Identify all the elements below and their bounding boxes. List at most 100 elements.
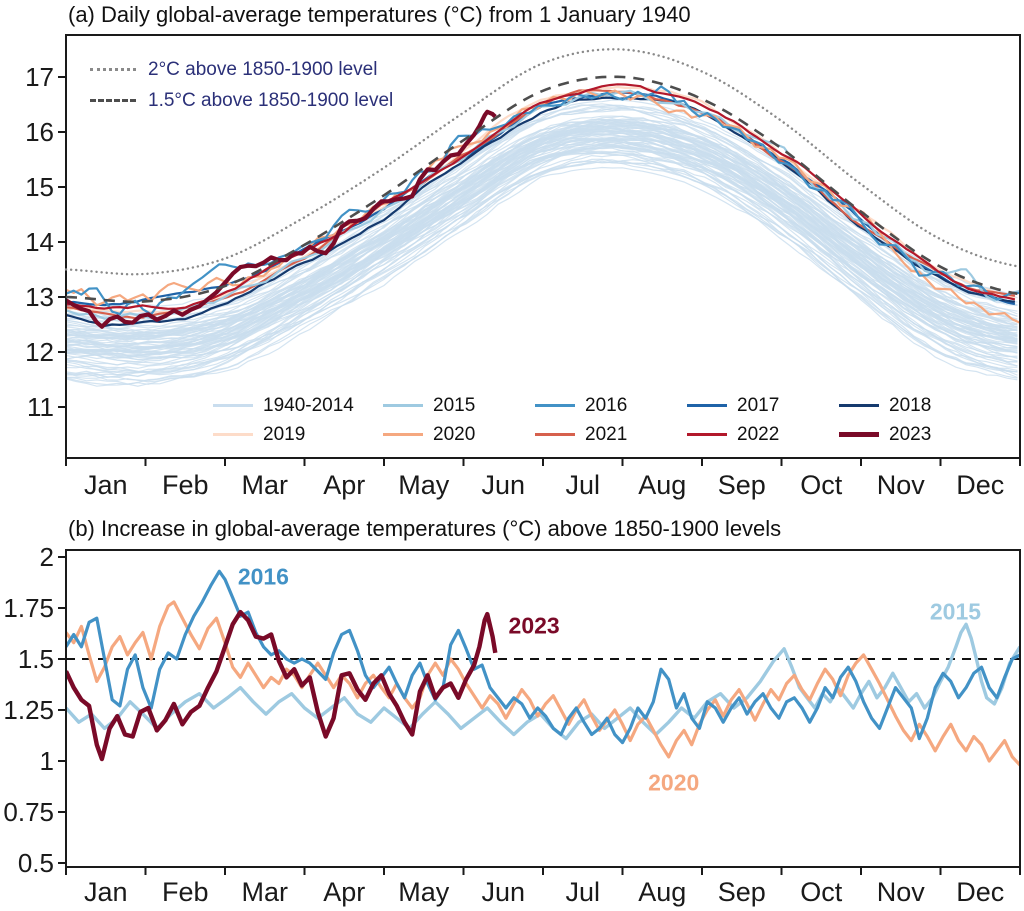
panel-b-title: (b) Increase in global-average temperatu… — [68, 516, 782, 541]
x-tick-label: Dec — [956, 470, 1004, 500]
x-tick-label: Feb — [162, 470, 209, 500]
x-tick-label: Nov — [877, 470, 926, 500]
legend-label: 2022 — [737, 423, 780, 445]
series-2023-line-b — [67, 609, 498, 762]
legend-swatch-2018 — [839, 404, 879, 407]
x-tick-label: Apr — [323, 470, 365, 500]
legend-item-1940-2014: 1940-2014 — [213, 393, 383, 418]
legend-item-2020: 2020 — [383, 422, 535, 447]
series-2018-line-a — [67, 96, 1016, 327]
series-2016-line-b — [67, 569, 1019, 745]
threshold-2c-line — [64, 48, 1019, 276]
envelope-line — [67, 158, 1018, 382]
envelope-line — [67, 115, 1018, 334]
panel-a-title: (a) Daily global-average temperatures (°… — [68, 2, 691, 27]
y-tick-label: 1.25 — [3, 695, 54, 725]
x-tick-label: Nov — [877, 877, 926, 907]
legend-swatch-1940-2014 — [213, 404, 253, 407]
y-tick-label: 2 — [40, 542, 54, 572]
legend-item-2017: 2017 — [687, 393, 839, 418]
y-tick-label: 17 — [25, 62, 54, 92]
legend-label: 2015 — [433, 394, 476, 416]
x-tick-label: Mar — [242, 470, 289, 500]
legend-label: 2021 — [585, 423, 628, 445]
threshold-legend: 2°C above 1850-1900 level 1.5°C above 18… — [90, 54, 393, 116]
legend-item-1-5c: 1.5°C above 1850-1900 level — [90, 85, 393, 116]
envelope-line — [67, 106, 1018, 320]
y-tick-label: 1.75 — [3, 593, 54, 623]
envelope-line — [67, 138, 1018, 352]
panel-a-series — [67, 83, 1019, 387]
x-tick-label: Aug — [638, 877, 686, 907]
legend-label: 2020 — [433, 423, 476, 445]
legend-item-2019: 2019 — [213, 422, 383, 447]
legend-item-2018: 2018 — [839, 393, 991, 418]
x-tick-label: Jun — [481, 470, 525, 500]
x-tick-label: May — [398, 877, 450, 907]
series-2020-line-b — [67, 600, 1019, 767]
legend-swatch-2020 — [383, 433, 423, 436]
legend-swatch-2019 — [213, 433, 253, 436]
x-tick-label: Jul — [565, 470, 600, 500]
y-tick-label: 16 — [25, 117, 54, 147]
year-annotation-2023: 2023 — [508, 612, 560, 639]
legend-swatch-2015 — [383, 404, 423, 407]
series-2022-line-a — [67, 83, 1016, 310]
x-tick-label: Dec — [956, 877, 1004, 907]
legend-label: 2017 — [737, 394, 780, 416]
envelope-line — [67, 121, 1018, 338]
y-tick-label: 13 — [25, 282, 54, 312]
dashed-line-swatch — [90, 99, 136, 102]
series-2023-line-a — [67, 109, 497, 329]
legend-item-2023: 2023 — [839, 422, 991, 447]
y-tick-label: 14 — [25, 227, 54, 257]
legend-item-2021: 2021 — [535, 422, 687, 447]
x-tick-label: Sep — [718, 877, 766, 907]
envelope-line — [67, 146, 1018, 365]
y-tick-label: 0.75 — [3, 797, 54, 827]
x-tick-label: Aug — [638, 470, 686, 500]
series-2016-line-a — [67, 85, 1019, 316]
y-tick-label: 1.5 — [18, 644, 54, 674]
legend-label: 2018 — [889, 394, 932, 416]
legend-label: 1940-2014 — [263, 394, 354, 416]
x-tick-label: Apr — [323, 877, 365, 907]
year-annotation-2015: 2015 — [929, 598, 982, 625]
legend-item-2022: 2022 — [687, 422, 839, 447]
envelope-line — [67, 166, 1018, 387]
envelope-line — [67, 115, 1018, 335]
y-tick-label: 1 — [40, 746, 54, 776]
x-tick-label: Oct — [800, 470, 843, 500]
legend-item-2016: 2016 — [535, 393, 687, 418]
legend-label: 2023 — [889, 423, 932, 445]
legend-item-2c: 2°C above 1850-1900 level — [90, 54, 393, 85]
x-tick-label: Jan — [84, 470, 128, 500]
envelope-line — [67, 137, 1018, 348]
legend-item-2015: 2015 — [383, 393, 535, 418]
envelope-line — [67, 125, 1018, 349]
legend-swatch-2017 — [687, 404, 727, 407]
panel-b-series — [67, 569, 1019, 767]
threshold-1-5c-line — [65, 75, 1018, 304]
x-tick-label: Jan — [84, 877, 128, 907]
x-tick-label: Sep — [718, 470, 766, 500]
envelope-line — [67, 147, 1018, 374]
envelope-line — [67, 151, 1018, 386]
legend-swatch-2022 — [687, 433, 727, 436]
legend-swatch-2023 — [839, 432, 879, 437]
legend-label: 2016 — [585, 394, 628, 416]
year-annotation-2020: 2020 — [648, 769, 700, 796]
legend-swatch-2021 — [535, 433, 575, 436]
legend-label: 2019 — [263, 423, 306, 445]
envelope-line — [67, 122, 1018, 350]
envelope-line — [67, 138, 1018, 355]
envelope-line — [67, 159, 1018, 378]
x-tick-label: Oct — [800, 877, 843, 907]
envelope-line — [67, 128, 1018, 340]
y-tick-label: 0.5 — [18, 848, 54, 878]
year-legend: 1940-2014 2015 2016 2017 2018 2019 2020 2021 202… — [213, 393, 991, 447]
legend-swatch-2016 — [535, 404, 575, 407]
y-tick-label: 11 — [27, 392, 54, 422]
